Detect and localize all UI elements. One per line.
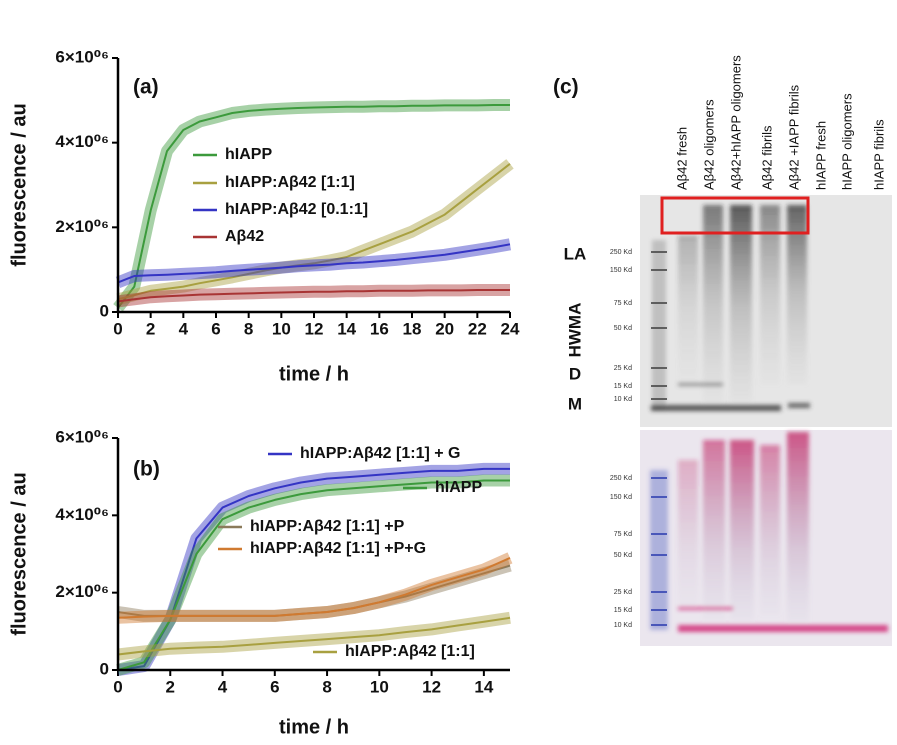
- x-tick-label: 4: [218, 677, 228, 696]
- marker-label: 150 Kd: [610, 494, 632, 501]
- x-tick-label: 14: [474, 677, 493, 696]
- top-bands: [651, 205, 810, 411]
- x-tick-label: 22: [468, 319, 487, 338]
- x-tick-label: 16: [370, 319, 389, 338]
- lane-label: Aβ42 +IAPP fibrils: [786, 84, 801, 190]
- x-tick-label: 8: [244, 319, 253, 338]
- marker-label: 25 Kd: [614, 365, 632, 372]
- legend-label: hIAPP:Aβ42 [1:1] + G: [300, 445, 460, 462]
- ladder-band: [651, 251, 667, 253]
- ladder-band: [651, 477, 667, 479]
- x-tick-label: 12: [422, 677, 441, 696]
- ladder-band: [651, 624, 667, 626]
- lane-label: Aβ42 oligomers: [701, 99, 716, 190]
- marker-label: 10 Kd: [614, 396, 632, 403]
- x-tick-label: 6: [211, 319, 220, 338]
- ladder-band: [651, 554, 667, 556]
- x-tick-label: 0: [113, 677, 122, 696]
- series-line: [117, 104, 510, 309]
- marker-label: 25 Kd: [614, 589, 632, 596]
- legend-label: hIAPP:Aβ42 [1:1]: [345, 643, 475, 660]
- x-tick-label: 14: [337, 319, 356, 338]
- y-tick-label: 2×10⁰⁶: [55, 217, 109, 236]
- lane-label: Aβ42 fresh: [674, 127, 689, 190]
- x-tick-label: 20: [435, 319, 454, 338]
- marker-label: 15 Kd: [614, 607, 632, 614]
- y-tick-label: 0: [100, 659, 109, 678]
- series-line: [117, 467, 510, 671]
- lane-label: hIAPP fibrils: [871, 119, 886, 190]
- legend-label: hIAPP:Aβ42 [0.1:1]: [225, 201, 368, 218]
- lane-label: hIAPP oligomers: [839, 93, 854, 190]
- y-axis-title: fluorescence / au: [8, 103, 30, 266]
- marker-label: 150 Kd: [610, 267, 632, 274]
- side-label: LA: [564, 244, 587, 263]
- x-axis-title: time / h: [279, 363, 349, 385]
- x-tick-label: 18: [403, 319, 422, 338]
- bottom-bands: [650, 432, 888, 632]
- marker-label: 75 Kd: [614, 531, 632, 538]
- lane-label: Aβ42+hIAPP oligomers: [728, 55, 743, 190]
- marker-label: 10 Kd: [614, 622, 632, 629]
- x-tick-label: 4: [179, 319, 189, 338]
- series-line: [117, 479, 510, 671]
- ladder-band: [651, 385, 667, 387]
- x-tick-label: 10: [370, 677, 389, 696]
- panel-label: (c): [553, 76, 579, 99]
- x-tick-label: 6: [270, 677, 279, 696]
- x-tick-label: 12: [305, 319, 324, 338]
- series-band: [115, 238, 512, 288]
- panel-label: (b): [133, 458, 160, 481]
- x-tick-label: 24: [501, 319, 520, 338]
- side-label: M: [568, 394, 582, 413]
- legend-label: hIAPP: [225, 146, 272, 163]
- ladder-band: [651, 609, 667, 611]
- ladder-band: [651, 398, 667, 400]
- highlight-box: [660, 196, 810, 235]
- ladder-band: [651, 367, 667, 369]
- y-tick-label: 4×10⁰⁶: [55, 505, 109, 524]
- lane-label: hIAPP fresh: [813, 121, 828, 190]
- marker-label: 50 Kd: [614, 552, 632, 559]
- x-axis-title: time / h: [279, 716, 349, 738]
- legend-label: hIAPP:Aβ42 [1:1]: [225, 174, 355, 191]
- x-tick-label: 8: [322, 677, 331, 696]
- marker-label: 250 Kd: [610, 475, 632, 482]
- series-line: [117, 556, 511, 619]
- gel-images: [640, 195, 892, 646]
- panel-label: (a): [133, 76, 159, 99]
- marker-label: 50 Kd: [614, 325, 632, 332]
- side-label: HWMA: [565, 303, 584, 358]
- x-tick-label: 10: [272, 319, 291, 338]
- y-tick-label: 0: [100, 301, 109, 320]
- x-tick-label: 2: [146, 319, 155, 338]
- side-label: D: [569, 364, 581, 383]
- series-line: [117, 163, 511, 301]
- marker-label: 75 Kd: [614, 300, 632, 307]
- ladder-band: [651, 302, 667, 304]
- ladder-band: [651, 533, 667, 535]
- series-line: [117, 289, 510, 303]
- y-tick-label: 4×10⁰⁶: [55, 132, 109, 151]
- legend-label: hIAPP:Aβ42 [1:1] +P: [250, 518, 405, 535]
- marker-label: 15 Kd: [614, 383, 632, 390]
- legend-label: hIAPP:Aβ42 [1:1] +P+G: [250, 540, 426, 557]
- lane-label: Aβ42 fibrils: [759, 125, 774, 190]
- series-line: [117, 616, 511, 656]
- y-tick-label: 2×10⁰⁶: [55, 582, 109, 601]
- ladder-band: [651, 591, 667, 593]
- ladder-band: [651, 496, 667, 498]
- legend-label: hIAPP: [435, 479, 482, 496]
- y-axis-title: fluorescence / au: [8, 472, 30, 635]
- y-tick-label: 6×10⁰⁶: [55, 427, 109, 446]
- y-tick-label: 6×10⁰⁶: [55, 47, 109, 66]
- legend-label: Aβ42: [225, 228, 264, 245]
- ladder-band: [651, 269, 667, 271]
- ladder-band: [651, 327, 667, 329]
- series-line: [117, 243, 511, 284]
- x-tick-label: 0: [113, 319, 122, 338]
- x-tick-label: 2: [166, 677, 175, 696]
- marker-label: 250 Kd: [610, 249, 632, 256]
